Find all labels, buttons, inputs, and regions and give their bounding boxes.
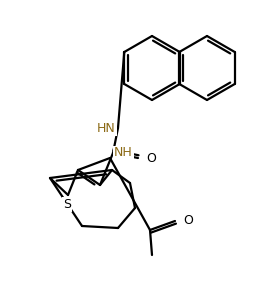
Text: HN: HN: [97, 122, 116, 134]
Text: NH: NH: [114, 146, 133, 159]
Text: O: O: [183, 214, 193, 228]
Text: O: O: [146, 152, 156, 164]
Text: S: S: [63, 198, 71, 210]
